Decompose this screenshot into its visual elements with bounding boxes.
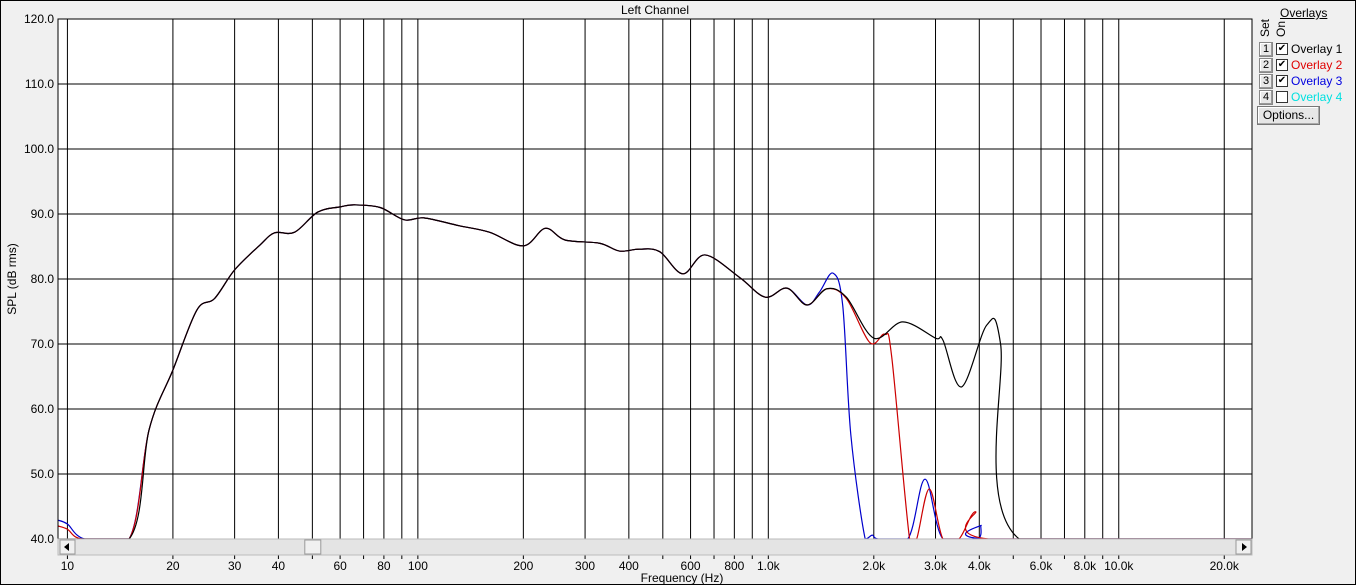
x-tick-label: 100 [408, 559, 428, 573]
overlay-visible-checkbox[interactable]: ✔ [1276, 75, 1288, 87]
x-tick-label: 8.0k [1073, 559, 1097, 573]
y-tick-label: 80.0 [31, 272, 55, 286]
y-tick-label: 110.0 [25, 77, 54, 91]
x-tick-label: 400 [619, 559, 639, 573]
set-overlay-button[interactable]: 1 [1259, 42, 1273, 57]
x-tick-label: 30 [228, 559, 242, 573]
overlay-label: Overlay 1 [1291, 42, 1343, 56]
set-overlay-button[interactable]: 4 [1259, 90, 1273, 105]
y-tick-label: 60.0 [31, 402, 55, 416]
overlay-visible-checkbox[interactable]: ✔ [1276, 59, 1288, 71]
x-tick-label: 4.0k [968, 559, 992, 573]
set-overlay-button[interactable]: 2 [1259, 58, 1273, 73]
y-tick-label: 90.0 [31, 207, 55, 221]
x-tick-label: 1.0k [757, 559, 781, 573]
overlay-label: Overlay 2 [1291, 58, 1343, 72]
series-overlay-1 [57, 204, 1252, 540]
overlay-visible-checkbox[interactable] [1276, 91, 1288, 103]
chart-title: Left Channel [621, 3, 689, 17]
x-tick-label: 200 [513, 559, 533, 573]
x-tick-label: 20.0k [1210, 559, 1240, 573]
arrow-right-icon [1242, 543, 1247, 551]
scrollbar-track[interactable] [57, 538, 1253, 556]
x-tick-label: 600 [681, 559, 701, 573]
x-tick-label: 10.0k [1104, 559, 1134, 573]
overlay-visible-checkbox[interactable]: ✔ [1276, 43, 1288, 55]
overlay-label: Overlay 4 [1291, 90, 1343, 104]
checkmark-icon: ✔ [1277, 59, 1287, 70]
y-tick-label: 120.0 [24, 12, 54, 26]
set-overlay-button[interactable]: 3 [1259, 74, 1273, 89]
scrollbar-thumb[interactable] [304, 539, 322, 555]
x-tick-label: 80 [377, 559, 391, 573]
legend-header: Overlays [1280, 6, 1328, 20]
x-tick-label: 300 [575, 559, 595, 573]
x-axis-label: Frequency (Hz) [641, 571, 724, 585]
x-tick-label: 60 [333, 559, 347, 573]
x-tick-label: 6.0k [1030, 559, 1054, 573]
checkmark-icon: ✔ [1277, 75, 1287, 86]
overlay-label: Overlay 3 [1291, 74, 1343, 88]
legend-on-column: On [1274, 20, 1288, 37]
options-button[interactable]: Options... [1257, 106, 1320, 125]
legend-set-column: Set [1258, 18, 1272, 37]
y-tick-label: 40.0 [31, 532, 55, 546]
checkmark-icon: ✔ [1277, 43, 1287, 54]
y-tick-label: 70.0 [31, 337, 55, 351]
y-tick-label: 100.0 [24, 142, 54, 156]
x-tick-label: 2.0k [862, 559, 886, 573]
x-tick-label: 20 [166, 559, 180, 573]
horizontal-scrollbar[interactable] [57, 538, 1253, 556]
x-tick-label: 3.0k [924, 559, 948, 573]
y-axis-label: SPL (dB rms) [5, 243, 19, 315]
y-tick-label: 50.0 [31, 467, 55, 481]
arrow-left-icon [64, 543, 69, 551]
x-tick-label: 40 [272, 559, 286, 573]
x-tick-label: 10 [61, 559, 75, 573]
x-tick-label: 800 [724, 559, 744, 573]
